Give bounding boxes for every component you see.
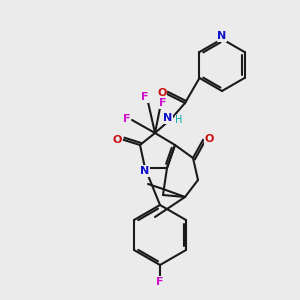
Text: F: F	[156, 277, 164, 287]
Text: F: F	[159, 98, 167, 108]
Text: O: O	[112, 135, 122, 145]
Text: F: F	[141, 92, 149, 102]
Text: O: O	[204, 134, 214, 144]
Text: F: F	[123, 114, 131, 124]
Text: N: N	[218, 31, 226, 41]
Text: N: N	[164, 113, 172, 123]
Text: H: H	[175, 115, 183, 125]
Text: O: O	[157, 88, 167, 98]
Text: N: N	[140, 166, 150, 176]
